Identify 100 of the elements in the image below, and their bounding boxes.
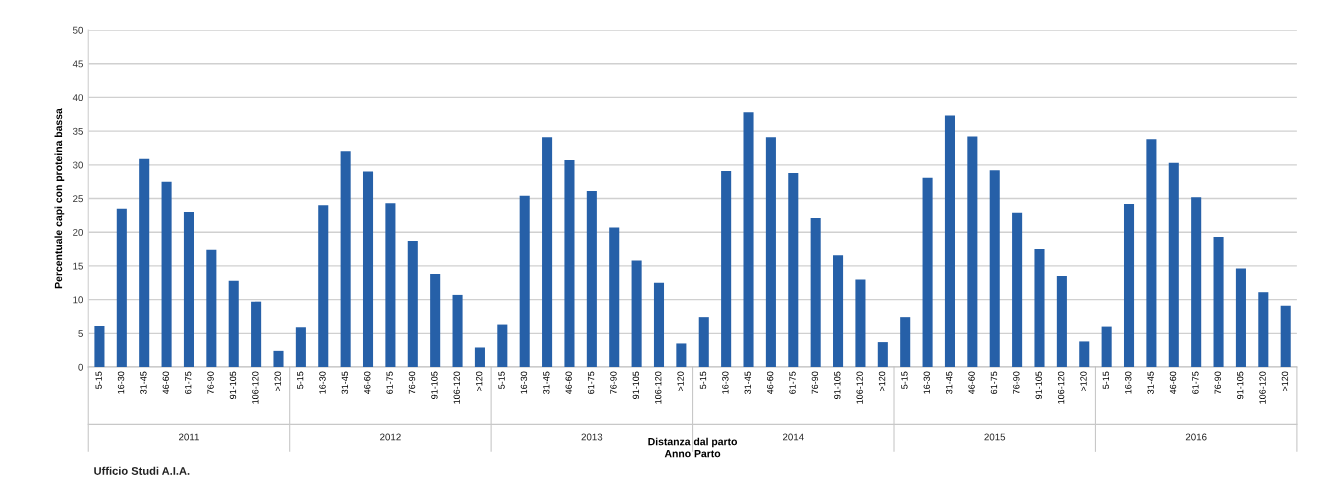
y-tick-label: 20 xyxy=(73,228,83,236)
y-tick-label: 0 xyxy=(78,363,83,371)
x-tick-label: 91-105 xyxy=(431,371,438,399)
bar xyxy=(1146,139,1157,368)
bar xyxy=(609,227,620,368)
bar xyxy=(1034,249,1045,368)
bar xyxy=(497,324,508,368)
bar xyxy=(1079,341,1090,368)
bar xyxy=(228,280,239,368)
x-tick-label: 61-75 xyxy=(1192,371,1199,394)
y-tick-label: 45 xyxy=(72,60,83,68)
x-tick-label: 5-15 xyxy=(95,371,102,389)
bar xyxy=(743,112,754,368)
x-tick-label: 76-90 xyxy=(811,371,819,394)
x-tick-label: 46-60 xyxy=(968,371,975,395)
bar xyxy=(295,327,306,368)
x-axis-title: Distanza dal parto Anno Parto xyxy=(648,437,738,458)
x-tick-label: 46-60 xyxy=(1169,371,1177,395)
x-tick-label: 61-75 xyxy=(386,371,393,394)
x-tick-label: 46-60 xyxy=(565,371,572,395)
x-tick-label: 31-45 xyxy=(140,371,147,394)
bar xyxy=(765,137,776,368)
bar xyxy=(385,203,396,368)
x-tick-label: 106-120 xyxy=(1259,371,1266,404)
x-tick-label: 91-105 xyxy=(1035,371,1042,399)
text: Ufficio Studi A.I.A. xyxy=(94,466,190,475)
y-axis-title: Percentuale capi con proteina bassa xyxy=(54,108,65,289)
x-tick-label: 76-90 xyxy=(1214,371,1221,394)
x-tick-label: 91-105 xyxy=(229,371,237,399)
bar xyxy=(1258,292,1269,368)
x-tick-label: 31-45 xyxy=(744,371,751,394)
bar xyxy=(206,249,217,368)
bar xyxy=(519,195,530,368)
bar xyxy=(877,342,888,368)
x-tick-label: 61-75 xyxy=(990,371,998,394)
x-tick-label: 76-90 xyxy=(408,371,416,394)
x-tick-label: 106-120 xyxy=(856,371,863,404)
x-tick-label: 5-15 xyxy=(498,371,505,389)
x-tick-label: 5-15 xyxy=(901,371,908,389)
x-tick-label: 76-90 xyxy=(1013,371,1020,394)
x-tick-label: 76-90 xyxy=(207,371,214,394)
bar xyxy=(1168,162,1179,368)
bar xyxy=(788,172,799,368)
x-tick-label: >120 xyxy=(475,371,483,392)
bar xyxy=(94,325,105,368)
x-tick-label: 61-75 xyxy=(587,371,595,394)
x-tick-label: 61-75 xyxy=(184,371,192,394)
y-tick-label: 40 xyxy=(72,94,83,102)
x-tick-label: 91-105 xyxy=(632,371,640,399)
bar xyxy=(183,212,194,368)
x-tick-label: 16-30 xyxy=(319,371,326,394)
x-tick-label: 46-60 xyxy=(364,371,371,395)
bar xyxy=(452,294,463,368)
bar xyxy=(116,208,127,368)
bar xyxy=(586,191,597,368)
bar xyxy=(900,317,911,368)
x-tick-label: 5-15 xyxy=(699,371,707,389)
x-tick-label: 106-120 xyxy=(252,371,259,404)
bar xyxy=(430,274,441,368)
x-tick-label: 76-90 xyxy=(610,371,617,394)
x-tick-label: >120 xyxy=(677,371,684,392)
x-tick-label: 106-120 xyxy=(1057,371,1065,404)
bar xyxy=(407,240,418,368)
bar xyxy=(653,282,665,368)
x-tick-label: 91-105 xyxy=(1236,371,1244,399)
bar xyxy=(1191,197,1202,368)
bar xyxy=(1101,326,1112,368)
text: 2013 xyxy=(581,433,603,441)
bar xyxy=(989,170,1000,368)
y-tick-label: 25 xyxy=(73,195,83,203)
bar xyxy=(318,205,329,368)
bar xyxy=(855,279,866,368)
x-tick-label: 16-30 xyxy=(1125,371,1132,394)
x-tick-label: 46-60 xyxy=(162,371,169,395)
x-tick-label: >120 xyxy=(1080,371,1087,392)
bar xyxy=(273,350,284,368)
x-tick-label: 16-30 xyxy=(117,371,125,394)
y-tick-label: 35 xyxy=(72,127,83,135)
bar xyxy=(542,137,553,368)
bar xyxy=(564,160,575,368)
bar xyxy=(922,177,933,368)
bar xyxy=(1056,276,1067,368)
x-tick-label: 46-60 xyxy=(766,371,774,395)
bar xyxy=(833,255,844,368)
y-tick-label: 10 xyxy=(73,296,83,304)
bar xyxy=(474,347,485,368)
x-tick-label: >120 xyxy=(1281,371,1289,392)
bar xyxy=(251,301,262,368)
x-tick-label: 31-45 xyxy=(1147,371,1154,394)
x-tick-label: 31-45 xyxy=(543,371,550,394)
y-tick-label: 50 xyxy=(72,26,83,34)
bar xyxy=(676,343,687,368)
y-tick-label: 5 xyxy=(78,330,83,337)
bar xyxy=(1012,212,1023,368)
text: 2011 xyxy=(179,433,199,441)
bar xyxy=(1235,268,1246,368)
x-tick-label: 16-30 xyxy=(520,371,528,394)
bar xyxy=(1280,305,1291,368)
x-tick-label: >120 xyxy=(878,371,886,392)
bar xyxy=(340,151,351,368)
